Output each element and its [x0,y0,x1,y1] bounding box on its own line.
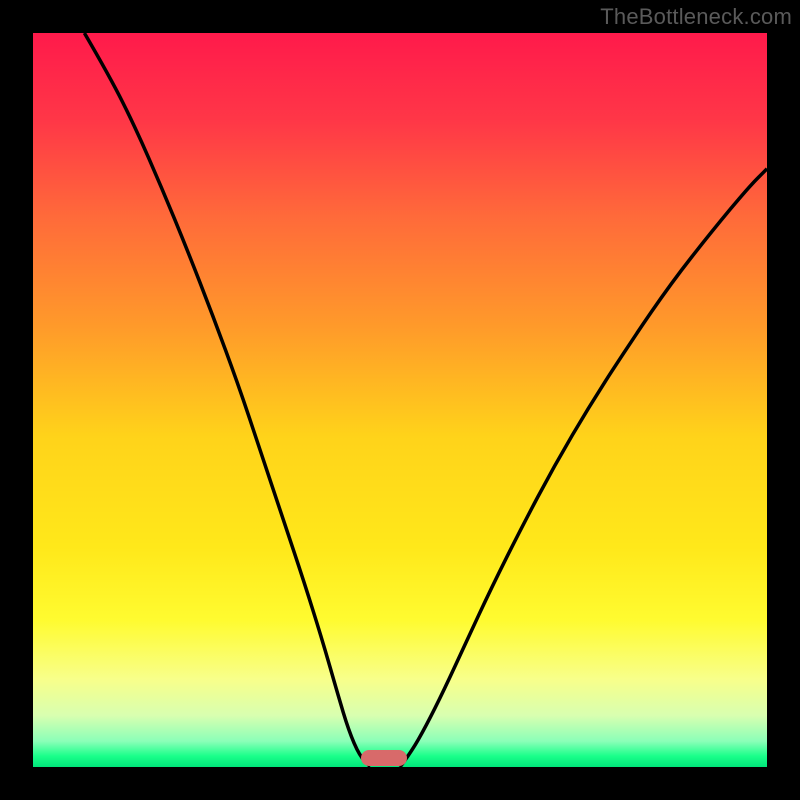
bottleneck-curve [33,33,767,767]
plot-area [33,33,767,767]
watermark-text: TheBottleneck.com [600,4,792,30]
bottleneck-marker [361,750,407,766]
chart-frame: TheBottleneck.com [0,0,800,800]
